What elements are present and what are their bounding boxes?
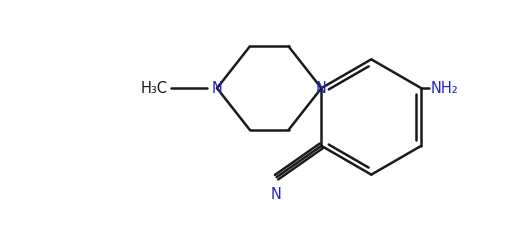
Text: NH₂: NH₂ xyxy=(430,81,458,96)
Text: N: N xyxy=(211,81,222,96)
Text: N: N xyxy=(270,187,281,202)
Text: N: N xyxy=(316,81,327,96)
Text: H₃C: H₃C xyxy=(140,81,167,96)
